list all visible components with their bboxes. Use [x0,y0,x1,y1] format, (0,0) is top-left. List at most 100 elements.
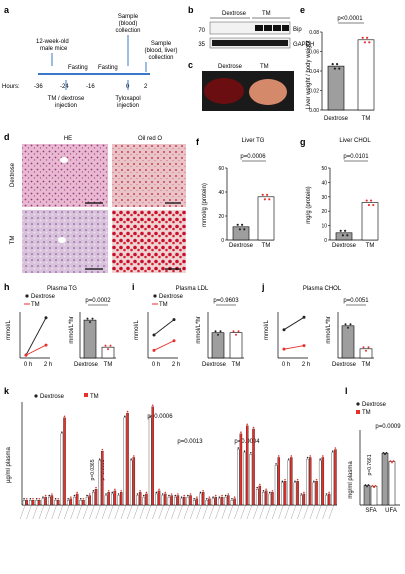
k-x-tick [234,504,240,520]
i-axes [147,312,244,359]
k-x-tick [120,504,127,520]
k-point [262,490,265,492]
k-bar [201,492,205,506]
k-point [73,494,76,497]
e-tick-label: 0.00 [309,108,319,114]
panel-h-label: h [4,282,10,292]
l-point [371,484,374,487]
k-bar [48,496,51,506]
j-bar [341,325,355,359]
row-dextrose: Dextrose [10,162,16,187]
k-point [149,415,151,418]
e-point [338,67,341,70]
k-bar [230,500,234,506]
panel-g-label: g [300,137,306,147]
k-point [29,497,32,500]
k-bar [120,492,123,506]
i-x2-tm: TM [232,362,241,368]
i-x-0h: 0 h [152,362,160,368]
he-dextrose [22,144,108,207]
sample-label-1: Sample [118,14,139,20]
k-point [227,493,230,495]
k-bar [245,425,249,506]
e-point [361,36,364,39]
f-point [238,228,241,231]
k-point [92,490,95,492]
k-bar [220,496,224,506]
c-dextrose: Dextrose [218,64,243,70]
e-tick-label: 0.08 [309,30,319,36]
oil-tm [112,210,186,273]
k-bar [211,498,215,506]
k-point [243,450,246,453]
j-title: Plasma CHOL [303,286,342,292]
g-tick-label: 40 [321,180,327,186]
k-point [325,493,328,495]
k-point [111,491,114,494]
k-point [281,480,284,483]
k-point [313,480,315,483]
panel-i: i Plasma LDL Dextrose TM mmol/L 0 h 2 h … [132,282,244,368]
j-ylabel2: mmol/L*hr [326,316,332,343]
k-point [277,455,280,457]
k-point [124,415,126,418]
i-bar-point [217,333,219,336]
k-point [67,497,69,500]
l-point [391,461,393,464]
l-point [392,460,395,462]
k-bar [182,496,186,506]
f-point [266,193,269,196]
k-bar [180,498,183,506]
k-point [296,478,299,481]
fasting-1: Fasting [68,65,88,71]
k-point [196,496,198,498]
k-point [76,491,78,494]
k-point [187,494,189,497]
k-x-tick [101,504,108,520]
k-x-tick [209,504,215,520]
k-point [155,491,158,494]
k-bar [69,498,73,506]
k-bar [327,493,331,506]
k-point [117,493,120,495]
panel-a: a 12-week-old male mice Sample (blood) c… [2,5,178,109]
g-point [365,199,368,202]
sample-label-3: collection [115,28,140,34]
e-point [363,41,366,44]
e-axis: 0.00 0.02 0.04 0.06 0.08 [309,30,375,114]
h-x-0h: 0 h [24,362,32,368]
f-point [263,198,266,201]
h-pval: p=0.0002 [85,298,111,304]
i-ylabel2: mmol/L*hr [196,316,202,343]
k-point [250,451,252,454]
k-x-tick [26,504,32,520]
k-pval-4: p=0.0013 [177,439,203,445]
i-series-point [152,333,156,337]
k-x-tick [297,504,303,520]
marker-35: 35 [198,42,205,48]
k-point [224,494,227,497]
h-ylabel2: mmol/L*hr [69,316,75,343]
j-series-point [282,347,286,351]
panel-f: f Liver TG p=0.0006 mmol/g (protein) Dex… [196,137,275,249]
k-x-tick [183,504,190,520]
h-bar-point [107,348,109,351]
k-x-tick [221,504,227,520]
f-tick-label: 0 [221,238,224,244]
i-legend-dextrose: Dextrose [159,294,184,300]
col-oil: Oil red O [138,136,162,142]
k-bar [54,500,57,506]
k-bar [73,496,76,506]
k-bar [92,492,95,506]
k-bar [123,417,127,506]
k-point [319,458,321,460]
h-ylabel: mmol/L [6,320,12,340]
k-bar [271,492,274,506]
j-series-point [302,315,306,319]
j-series-point [302,344,306,348]
k-bar [29,500,32,506]
k-point [79,497,82,500]
tick-16: -16 [86,84,95,90]
k-bar [318,460,322,506]
k-point [205,497,208,500]
